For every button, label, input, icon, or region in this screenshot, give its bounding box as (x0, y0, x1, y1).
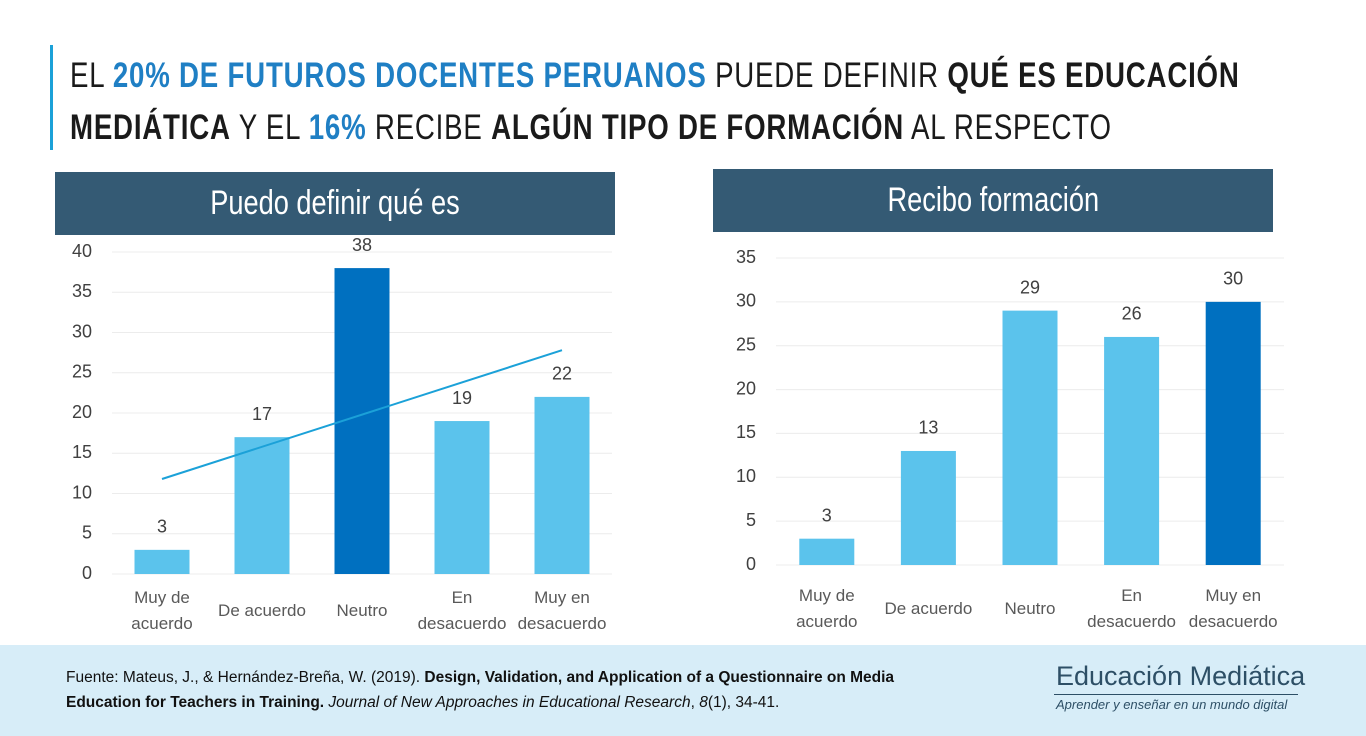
y-tick-label: 40 (72, 241, 92, 261)
bar (1205, 301, 1261, 565)
y-tick-label: 0 (746, 554, 756, 574)
y-tick-label: 5 (746, 510, 756, 530)
y-tick-label: 30 (736, 291, 756, 311)
value-label: 29 (1020, 277, 1040, 297)
y-tick-label: 35 (736, 247, 756, 267)
x-tick-label: De acuerdo (884, 599, 973, 618)
value-label: 3 (822, 505, 832, 525)
x-tick-label: En desacuerdo (1087, 586, 1177, 631)
text-segment: QUÉ ES EDUCACIÓN MEDIÁTICA (70, 56, 1240, 147)
trendline (161, 349, 563, 480)
text-segment: PUEDE DEFINIR (706, 56, 948, 95)
y-tick-label: 30 (72, 321, 92, 341)
y-tick-label: 15 (736, 422, 756, 442)
y-tick-label: 10 (736, 466, 756, 486)
y-tick-label: 5 (82, 523, 92, 543)
value-label: 19 (452, 388, 472, 408)
x-tick-label: Muy en desacuerdo (517, 588, 607, 633)
x-tick-label: Muy de acuerdo (131, 588, 193, 633)
y-tick-label: 20 (736, 378, 756, 398)
bar (799, 538, 855, 565)
text-segment: , (690, 694, 700, 711)
y-tick-label: 15 (72, 442, 92, 462)
value-label: 3 (157, 517, 167, 537)
text-segment: 16% (308, 108, 367, 147)
text-segment: (1), 34-41. (707, 694, 780, 711)
value-label: 38 (352, 235, 372, 255)
y-tick-label: 35 (72, 281, 92, 301)
text-segment: AL RESPECTO (904, 108, 1112, 147)
bar (434, 421, 490, 574)
chart-title: Puedo definir qué es (210, 184, 460, 222)
y-tick-label: 0 (82, 563, 92, 583)
chart-title-band: Puedo definir qué es (55, 172, 615, 235)
text-segment: Design, Validation, and Application of a… (66, 669, 895, 711)
value-label: 22 (552, 364, 572, 384)
text-segment: 20% DE FUTUROS DOCENTES PERUANOS (112, 56, 707, 95)
slide-title: EL 20% DE FUTUROS DOCENTES PERUANOS PUED… (70, 50, 1279, 154)
title-accent-bar (50, 45, 53, 150)
value-label: 13 (918, 418, 938, 438)
bar (534, 396, 590, 574)
text-segment: Fuente: Mateus, J., & Hernández-Breña, W… (66, 669, 425, 686)
bar (900, 450, 956, 565)
value-label: 26 (1122, 304, 1142, 324)
logo-name: Educación Mediática (1056, 661, 1306, 691)
value-label: 17 (252, 404, 272, 424)
x-tick-label: En desacuerdo (417, 588, 507, 633)
x-tick-label: Neutro (1004, 599, 1056, 618)
bar (1104, 336, 1160, 565)
x-tick-label: Muy de acuerdo (796, 586, 858, 631)
logo-rule (1054, 694, 1298, 695)
y-tick-label: 20 (72, 402, 92, 422)
text-segment: EL (70, 56, 113, 95)
value-label: 30 (1223, 269, 1243, 289)
logo-tagline: Aprender y enseñar en un mundo digital (1056, 697, 1288, 712)
x-tick-label: Muy en desacuerdo (1188, 586, 1278, 631)
text-segment: Journal of New Approaches in Educational… (328, 694, 691, 711)
bar (134, 549, 190, 574)
source-citation: Fuente: Mateus, J., & Hernández-Breña, W… (66, 665, 966, 715)
bar (1002, 310, 1058, 565)
y-tick-label: 25 (736, 334, 756, 354)
footer: Fuente: Mateus, J., & Hernández-Breña, W… (0, 645, 1366, 736)
x-tick-label: Neutro (336, 601, 388, 620)
chart-title: Recibo formación (887, 181, 1099, 219)
text-segment: Y EL (230, 108, 309, 147)
y-tick-label: 10 (72, 482, 92, 502)
x-tick-label: De acuerdo (218, 601, 306, 620)
text-segment: ALGÚN TIPO DE FORMACIÓN (491, 108, 905, 147)
y-tick-label: 25 (72, 362, 92, 382)
text-segment: RECIBE (366, 108, 492, 147)
text-segment: 8 (699, 694, 708, 711)
chart-title-band: Recibo formación (713, 169, 1273, 232)
bar (234, 437, 290, 574)
